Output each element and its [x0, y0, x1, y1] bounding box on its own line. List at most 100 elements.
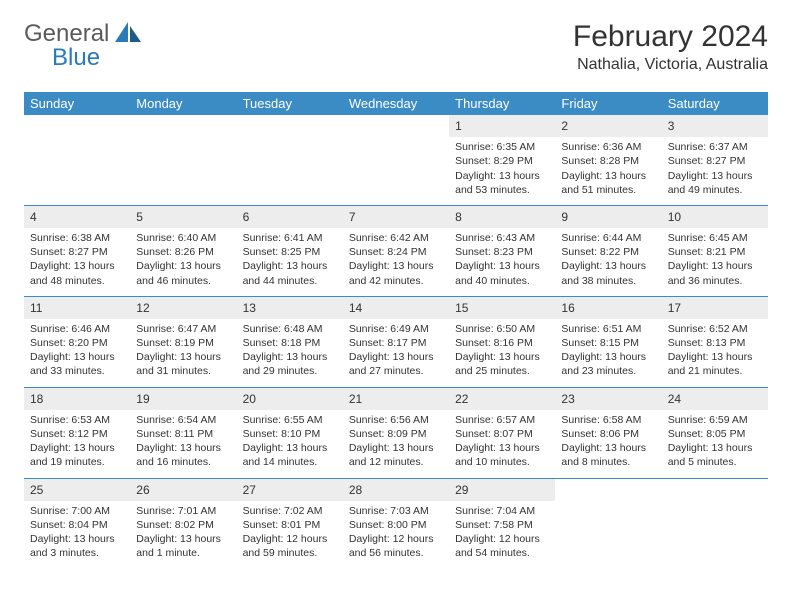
calendar-week-row: 1Sunrise: 6:35 AMSunset: 8:29 PMDaylight…: [24, 115, 768, 205]
day-number: 1: [449, 115, 555, 137]
sunrise-text: Sunrise: 6:38 AM: [30, 231, 124, 245]
calendar-day-cell: 1 Sunrise: 6:35 AMSunset: 8:29 PMDaylight…: [449, 115, 555, 205]
calendar-day-cell: 10Sunrise: 6:45 AMSunset: 8:21 PMDayligh…: [662, 205, 768, 296]
sunset-text: Sunset: 8:24 PM: [349, 245, 443, 259]
sail-icon: [115, 22, 141, 47]
day-number: 9: [555, 206, 661, 228]
sunset-text: Sunset: 8:13 PM: [668, 336, 762, 350]
day-number: 12: [130, 297, 236, 319]
day-number: 16: [555, 297, 661, 319]
brand-part2: Blue: [52, 44, 100, 71]
daylight-text: Daylight: 13 hours and 1 minute.: [136, 532, 230, 560]
day-number: 21: [343, 388, 449, 410]
day-number: 27: [237, 479, 343, 501]
day-number: 23: [555, 388, 661, 410]
sunrise-text: Sunrise: 6:41 AM: [243, 231, 337, 245]
calendar-week-row: 11Sunrise: 6:46 AMSunset: 8:20 PMDayligh…: [24, 296, 768, 387]
sunrise-text: Sunrise: 6:49 AM: [349, 322, 443, 336]
calendar-table: Sunday Monday Tuesday Wednesday Thursday…: [24, 92, 768, 568]
day-number: 11: [24, 297, 130, 319]
daylight-text: Daylight: 12 hours and 59 minutes.: [243, 532, 337, 560]
sunset-text: Sunset: 8:20 PM: [30, 336, 124, 350]
day-number: 6: [237, 206, 343, 228]
calendar-day-cell: 16Sunrise: 6:51 AMSunset: 8:15 PMDayligh…: [555, 296, 661, 387]
calendar-day-cell: 20Sunrise: 6:55 AMSunset: 8:10 PMDayligh…: [237, 387, 343, 478]
daylight-text: Daylight: 13 hours and 51 minutes.: [561, 169, 655, 197]
daylight-text: Daylight: 13 hours and 40 minutes.: [455, 259, 549, 287]
day-number: 3: [662, 115, 768, 137]
sunrise-text: Sunrise: 7:01 AM: [136, 504, 230, 518]
sunrise-text: Sunrise: 7:02 AM: [243, 504, 337, 518]
daylight-text: Daylight: 13 hours and 44 minutes.: [243, 259, 337, 287]
calendar-day-cell: 6Sunrise: 6:41 AMSunset: 8:25 PMDaylight…: [237, 205, 343, 296]
sunrise-text: Sunrise: 6:57 AM: [455, 413, 549, 427]
calendar-day-cell: 28Sunrise: 7:03 AMSunset: 8:00 PMDayligh…: [343, 478, 449, 568]
daylight-text: Daylight: 13 hours and 16 minutes.: [136, 441, 230, 469]
sunrise-text: Sunrise: 6:35 AM: [455, 140, 549, 154]
sunset-text: Sunset: 8:22 PM: [561, 245, 655, 259]
sunset-text: Sunset: 8:29 PM: [455, 154, 549, 168]
daylight-text: Daylight: 13 hours and 33 minutes.: [30, 350, 124, 378]
day-number: 8: [449, 206, 555, 228]
sunset-text: Sunset: 8:02 PM: [136, 518, 230, 532]
calendar-day-cell: 12Sunrise: 6:47 AMSunset: 8:19 PMDayligh…: [130, 296, 236, 387]
daylight-text: Daylight: 13 hours and 48 minutes.: [30, 259, 124, 287]
day-header: Friday: [555, 92, 661, 115]
sunset-text: Sunset: 8:07 PM: [455, 427, 549, 441]
day-header-row: Sunday Monday Tuesday Wednesday Thursday…: [24, 92, 768, 115]
daylight-text: Daylight: 13 hours and 46 minutes.: [136, 259, 230, 287]
calendar-day-cell: 27Sunrise: 7:02 AMSunset: 8:01 PMDayligh…: [237, 478, 343, 568]
daylight-text: Daylight: 13 hours and 53 minutes.: [455, 169, 549, 197]
location-subtitle: Nathalia, Victoria, Australia: [573, 56, 768, 74]
daylight-text: Daylight: 13 hours and 14 minutes.: [243, 441, 337, 469]
daylight-text: Daylight: 12 hours and 56 minutes.: [349, 532, 443, 560]
calendar-week-row: 18Sunrise: 6:53 AMSunset: 8:12 PMDayligh…: [24, 387, 768, 478]
day-number: 18: [24, 388, 130, 410]
sunrise-text: Sunrise: 6:46 AM: [30, 322, 124, 336]
daylight-text: Daylight: 13 hours and 42 minutes.: [349, 259, 443, 287]
calendar-day-cell: 4Sunrise: 6:38 AMSunset: 8:27 PMDaylight…: [24, 205, 130, 296]
day-number: 28: [343, 479, 449, 501]
title-block: February 2024 Nathalia, Victoria, Austra…: [573, 20, 768, 74]
month-title: February 2024: [573, 20, 768, 54]
calendar-day-cell: 13Sunrise: 6:48 AMSunset: 8:18 PMDayligh…: [237, 296, 343, 387]
sunset-text: Sunset: 8:18 PM: [243, 336, 337, 350]
sunrise-text: Sunrise: 6:56 AM: [349, 413, 443, 427]
calendar-day-cell: [343, 115, 449, 205]
calendar-day-cell: [24, 115, 130, 205]
calendar-day-cell: [662, 478, 768, 568]
day-number: 7: [343, 206, 449, 228]
calendar-day-cell: 2Sunrise: 6:36 AMSunset: 8:28 PMDaylight…: [555, 115, 661, 205]
calendar-day-cell: 18Sunrise: 6:53 AMSunset: 8:12 PMDayligh…: [24, 387, 130, 478]
sunset-text: Sunset: 8:27 PM: [668, 154, 762, 168]
daylight-text: Daylight: 13 hours and 49 minutes.: [668, 169, 762, 197]
day-number: 26: [130, 479, 236, 501]
calendar-week-row: 25Sunrise: 7:00 AMSunset: 8:04 PMDayligh…: [24, 478, 768, 568]
day-number: 22: [449, 388, 555, 410]
sunset-text: Sunset: 8:26 PM: [136, 245, 230, 259]
daylight-text: Daylight: 12 hours and 54 minutes.: [455, 532, 549, 560]
calendar-day-cell: 24Sunrise: 6:59 AMSunset: 8:05 PMDayligh…: [662, 387, 768, 478]
sunset-text: Sunset: 8:05 PM: [668, 427, 762, 441]
calendar-day-cell: 8Sunrise: 6:43 AMSunset: 8:23 PMDaylight…: [449, 205, 555, 296]
sunrise-text: Sunrise: 6:52 AM: [668, 322, 762, 336]
day-number: 5: [130, 206, 236, 228]
daylight-text: Daylight: 13 hours and 29 minutes.: [243, 350, 337, 378]
daylight-text: Daylight: 13 hours and 10 minutes.: [455, 441, 549, 469]
daylight-text: Daylight: 13 hours and 21 minutes.: [668, 350, 762, 378]
calendar-day-cell: 9Sunrise: 6:44 AMSunset: 8:22 PMDaylight…: [555, 205, 661, 296]
daylight-text: Daylight: 13 hours and 25 minutes.: [455, 350, 549, 378]
sunset-text: Sunset: 8:19 PM: [136, 336, 230, 350]
sunrise-text: Sunrise: 6:40 AM: [136, 231, 230, 245]
day-header: Thursday: [449, 92, 555, 115]
sunrise-text: Sunrise: 6:55 AM: [243, 413, 337, 427]
daylight-text: Daylight: 13 hours and 19 minutes.: [30, 441, 124, 469]
calendar-day-cell: 17Sunrise: 6:52 AMSunset: 8:13 PMDayligh…: [662, 296, 768, 387]
sunset-text: Sunset: 8:12 PM: [30, 427, 124, 441]
brand-logo: General Blue: [24, 20, 141, 48]
daylight-text: Daylight: 13 hours and 38 minutes.: [561, 259, 655, 287]
daylight-text: Daylight: 13 hours and 27 minutes.: [349, 350, 443, 378]
sunrise-text: Sunrise: 6:48 AM: [243, 322, 337, 336]
day-header: Sunday: [24, 92, 130, 115]
day-number: 10: [662, 206, 768, 228]
